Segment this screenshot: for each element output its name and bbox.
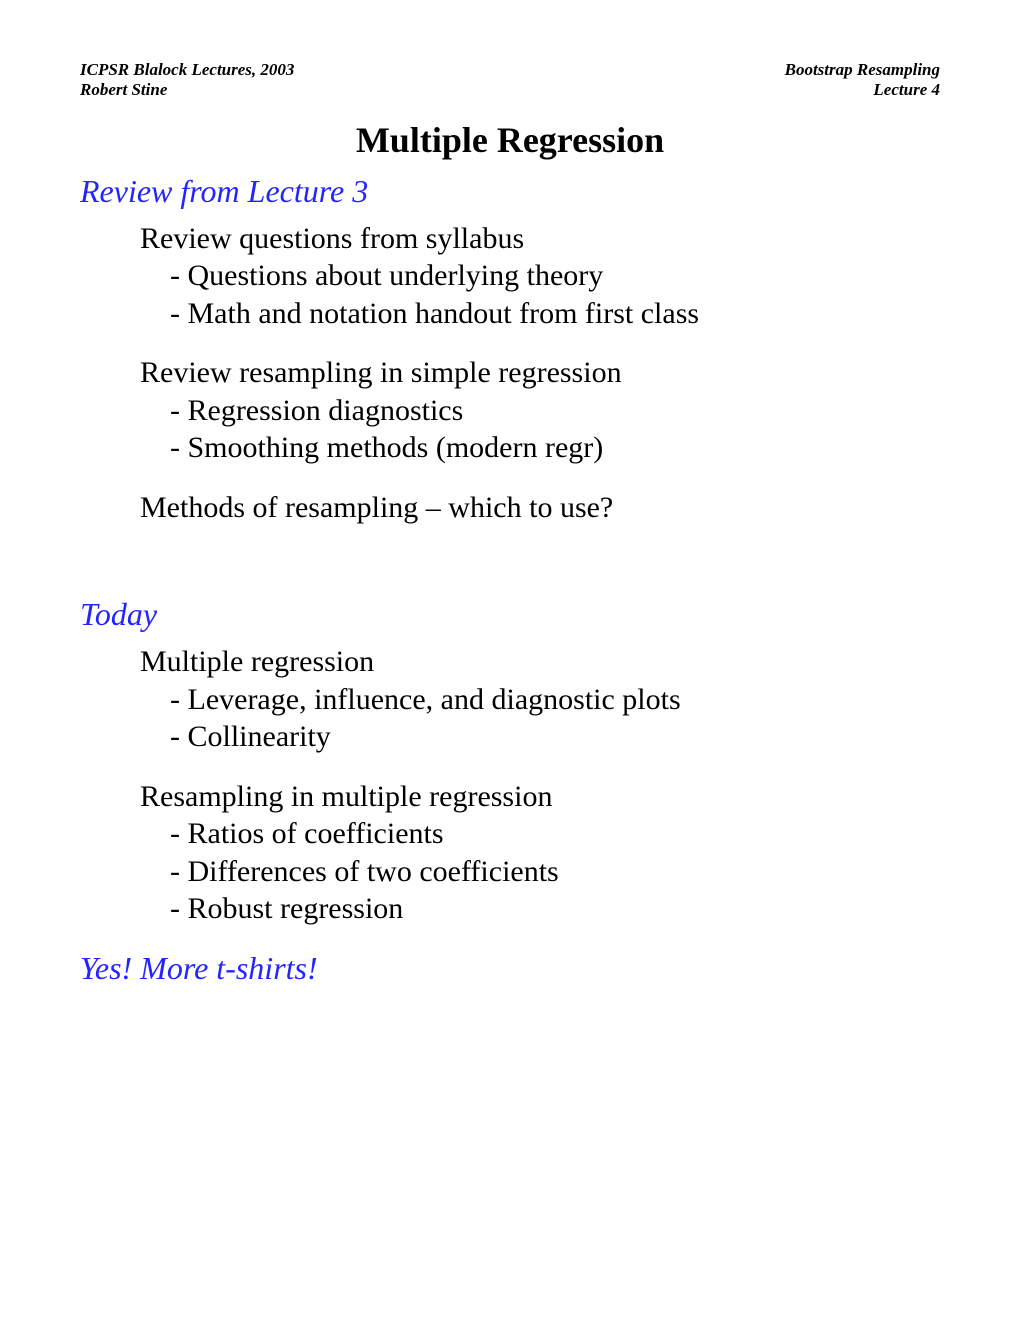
bullet-text: - Ratios of coefficients (170, 815, 940, 853)
group-review-resampling: Review resampling in simple regression -… (140, 354, 940, 467)
group-multiple-regression: Multiple regression - Leverage, influenc… (140, 643, 940, 756)
header-row-2: Robert Stine Lecture 4 (80, 80, 940, 100)
bullet-text: - Differences of two coefficients (170, 853, 940, 891)
header-left-top: ICPSR Blalock Lectures, 2003 (80, 60, 294, 80)
topic-text: Multiple regression (140, 643, 940, 681)
closing-line: Yes! More t-shirts! (80, 950, 940, 987)
header-right-bottom: Lecture 4 (873, 80, 940, 100)
header-row-1: ICPSR Blalock Lectures, 2003 Bootstrap R… (80, 60, 940, 80)
bullet-text: - Questions about underlying theory (170, 257, 940, 295)
header-right-top: Bootstrap Resampling (785, 60, 940, 80)
section-heading-review: Review from Lecture 3 (80, 173, 940, 210)
bullet-text: - Regression diagnostics (170, 392, 940, 430)
topic-text: Review resampling in simple regression (140, 354, 940, 392)
group-review-questions: Review questions from syllabus - Questio… (140, 220, 940, 333)
group-resampling-multiple: Resampling in multiple regression - Rati… (140, 778, 940, 928)
bullet-text: - Math and notation handout from first c… (170, 295, 940, 333)
section-spacer (80, 548, 940, 588)
page: ICPSR Blalock Lectures, 2003 Bootstrap R… (0, 0, 1020, 987)
bullet-text: - Leverage, influence, and diagnostic pl… (170, 681, 940, 719)
group-methods: Methods of resampling – which to use? (140, 489, 940, 527)
bullet-text: - Smoothing methods (modern regr) (170, 429, 940, 467)
topic-text: Review questions from syllabus (140, 220, 940, 258)
header-left-bottom: Robert Stine (80, 80, 167, 100)
topic-text: Resampling in multiple regression (140, 778, 940, 816)
bullet-text: - Collinearity (170, 718, 940, 756)
page-title: Multiple Regression (80, 119, 940, 161)
bullet-text: - Robust regression (170, 890, 940, 928)
section-heading-today: Today (80, 596, 940, 633)
topic-text: Methods of resampling – which to use? (140, 489, 940, 527)
